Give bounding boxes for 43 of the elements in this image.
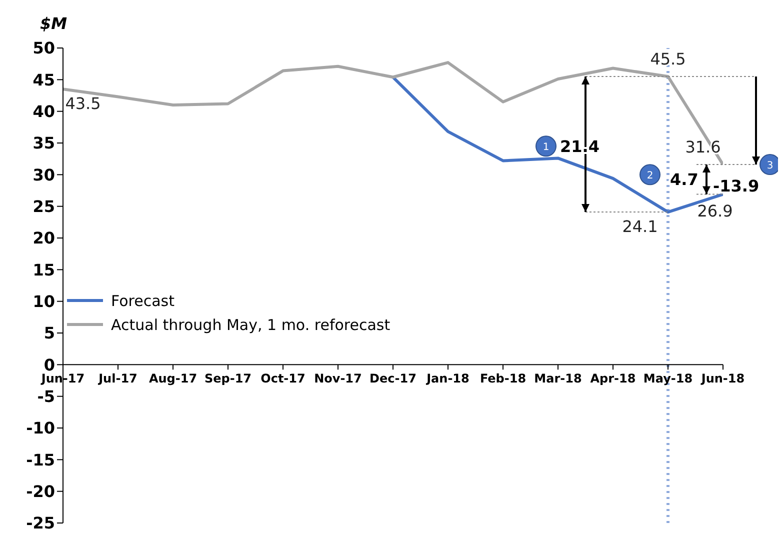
x-tick-label: Jun-18 (700, 372, 745, 386)
y-tick-label: 40 (32, 102, 55, 122)
y-tick-label: 50 (32, 38, 55, 58)
annotation: 1 (542, 142, 550, 154)
y-tick-label: -20 (26, 482, 55, 502)
x-tick-label: May-18 (643, 372, 693, 386)
y-tick-label: 5 (44, 324, 55, 343)
x-tick-label: Feb-18 (480, 372, 526, 386)
data-label: 45.5 (650, 50, 686, 68)
y-tick-label: 10 (32, 292, 55, 312)
y-tick-label: 30 (32, 165, 55, 184)
x-tick-label: Dec-17 (370, 372, 416, 386)
y-tick-label: 45 (32, 70, 55, 90)
legend-label: Actual through May, 1 mo. reforecast (111, 316, 390, 334)
data-label: 26.9 (697, 201, 733, 220)
data-label: 24.1 (622, 217, 658, 236)
numbered-badge: 3 (760, 154, 778, 176)
y-tick-label: 35 (32, 134, 55, 153)
x-tick-label: Aug-17 (148, 372, 198, 386)
annotation: -13.9 (713, 176, 760, 196)
data-label: 43.5 (65, 94, 101, 114)
y-tick-label: -10 (26, 418, 55, 438)
annotation: 2 (646, 170, 654, 182)
y-tick-label: 25 (32, 197, 55, 216)
x-tick-label: Jan-18 (426, 372, 470, 386)
y-tick-label: -25 (26, 514, 55, 533)
x-tick-label: Oct-17 (260, 372, 306, 386)
x-tick-label: Sep-17 (204, 372, 252, 386)
data-label: 31.6 (685, 138, 721, 157)
x-tick-label: Mar-18 (534, 372, 582, 386)
x-tick-label: Jul-17 (98, 372, 138, 386)
y-tick-label: -15 (26, 450, 55, 470)
y-tick-label: 20 (32, 228, 55, 248)
annotation: 4.7 (670, 170, 698, 190)
x-tick-label: Apr-18 (590, 372, 636, 386)
y-axis-title: $M (40, 14, 68, 33)
x-tick-label: Nov-17 (314, 372, 362, 386)
legend-label: Forecast (111, 292, 174, 310)
y-tick-label: 0 (44, 355, 55, 374)
y-tick-label: -5 (37, 387, 55, 406)
numbered-badge: 2 (640, 164, 660, 186)
numbered-badge: 1 (536, 136, 556, 157)
y-tick-label: 15 (32, 260, 55, 280)
